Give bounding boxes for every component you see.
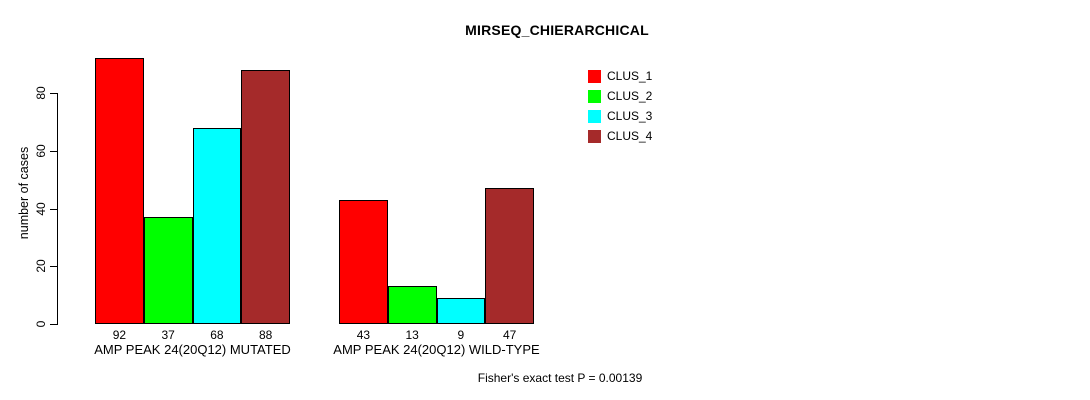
bar-value-label: 9 xyxy=(457,328,465,342)
annotation-text: Fisher's exact test P = 0.00139 xyxy=(477,371,643,385)
legend-swatch-icon xyxy=(588,69,601,83)
bar-value-label: 68 xyxy=(210,328,224,342)
y-axis-tick xyxy=(50,208,57,210)
y-axis-tick-label: 0 xyxy=(34,320,48,328)
legend-swatch-icon xyxy=(588,89,601,103)
legend-item-clus_2: CLUS_2 xyxy=(588,86,652,106)
legend-item-clus_4: CLUS_4 xyxy=(588,126,652,146)
bar-clus_1-group2 xyxy=(339,199,388,324)
bar-clus_4-group1 xyxy=(241,69,290,324)
bar-clus_3-group2 xyxy=(436,298,486,324)
bar-value-label: 13 xyxy=(405,328,419,342)
bar-clus_2-group2 xyxy=(387,286,437,324)
x-axis-group-label: AMP PEAK 24(20Q12) WILD-TYPE xyxy=(333,342,540,357)
legend-swatch-icon xyxy=(588,109,601,123)
y-axis-tick-label: 20 xyxy=(34,259,48,273)
y-axis-tick-label: 80 xyxy=(34,86,48,100)
bar-value-label: 43 xyxy=(356,328,371,342)
y-axis-tick xyxy=(50,324,57,325)
y-axis-tick xyxy=(50,93,57,94)
bar-clus_1-group1 xyxy=(95,58,144,324)
bar-clus_2-group1 xyxy=(143,217,193,324)
bar-value-label: 92 xyxy=(112,328,127,342)
bar-clus_3-group1 xyxy=(192,127,242,324)
y-axis-line xyxy=(57,93,58,325)
legend-label: CLUS_4 xyxy=(607,129,653,143)
y-axis-tick-label: 60 xyxy=(34,144,48,158)
y-axis-tick xyxy=(50,150,57,152)
legend-item-clus_3: CLUS_3 xyxy=(588,106,652,126)
chart-title: MIRSEQ_CHIERARCHICAL xyxy=(465,22,649,38)
legend: CLUS_1 CLUS_2 CLUS_3 CLUS_4 xyxy=(588,66,652,146)
bar-value-label: 37 xyxy=(161,328,175,342)
legend-label: CLUS_3 xyxy=(607,109,653,123)
y-axis-label: number of cases xyxy=(17,146,31,240)
bar-value-label: 47 xyxy=(502,328,517,342)
legend-item-clus_1: CLUS_1 xyxy=(588,66,652,86)
legend-swatch-icon xyxy=(588,129,601,143)
legend-label: CLUS_2 xyxy=(607,89,653,103)
y-axis-tick-label: 40 xyxy=(34,201,48,216)
legend-label: CLUS_1 xyxy=(607,69,653,83)
y-axis-tick xyxy=(50,266,57,268)
bar-value-label: 88 xyxy=(258,328,273,342)
x-axis-group-label: AMP PEAK 24(20Q12) MUTATED xyxy=(94,342,291,357)
bar-clus_4-group2 xyxy=(485,188,534,324)
